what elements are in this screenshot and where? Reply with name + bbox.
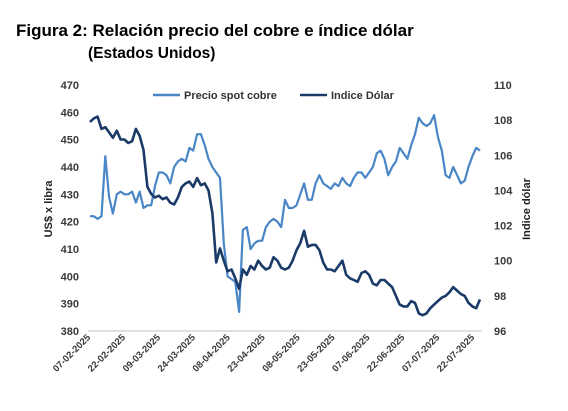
y-left-tick-label: 380 (61, 326, 79, 338)
y-right-tick-label: 100 (494, 256, 512, 268)
y-axis-label-left: US$ x libra (43, 180, 55, 238)
chart-subtitle: (Estados Unidos) (88, 45, 216, 62)
y-axis-label-right: Indice dólar (521, 177, 533, 239)
y-right-tick-label: 108 (494, 115, 512, 127)
y-right-tick-label: 104 (494, 185, 513, 197)
x-tick-label: 22-07-2025 (435, 332, 478, 375)
y-right-tick-label: 96 (494, 326, 506, 338)
y-left-tick-label: 430 (61, 189, 79, 201)
y-left-tick-label: 470 (61, 80, 79, 92)
y-left-tick-label: 420 (61, 217, 79, 229)
y-right-tick-label: 102 (494, 221, 512, 233)
series-lines (89, 113, 482, 317)
y-right-tick-label: 106 (494, 150, 512, 162)
x-axis: 07-02-202522-02-202509-03-202524-03-2025… (51, 332, 478, 375)
y-left-tick-label: 400 (61, 271, 79, 283)
legend-label-copper: Precio spot cobre (184, 90, 277, 102)
y-left-tick-label: 390 (61, 299, 79, 311)
y-left-tick-label: 440 (61, 162, 79, 174)
legend-label-dollar-index: Indice Dólar (331, 90, 395, 102)
chart-title: Figura 2: Relación precio del cobre e ín… (16, 21, 414, 40)
y-left-tick-label: 450 (61, 135, 79, 147)
y-left-tick-label: 460 (61, 107, 79, 119)
y-left-tick-label: 410 (61, 244, 79, 256)
y-right-tick-label: 98 (494, 291, 506, 303)
series-line-copper-price (90, 113, 481, 313)
legend: Precio spot cobre Indice Dólar (153, 90, 395, 102)
y-axis-right: 96 98 100 102 104 106 108 110 (494, 80, 513, 338)
y-axis-left: 380 390 400 410 420 430 440 450 460 470 (61, 80, 79, 338)
series-line-dollar-index (89, 115, 482, 317)
y-right-tick-label: 110 (494, 80, 512, 92)
